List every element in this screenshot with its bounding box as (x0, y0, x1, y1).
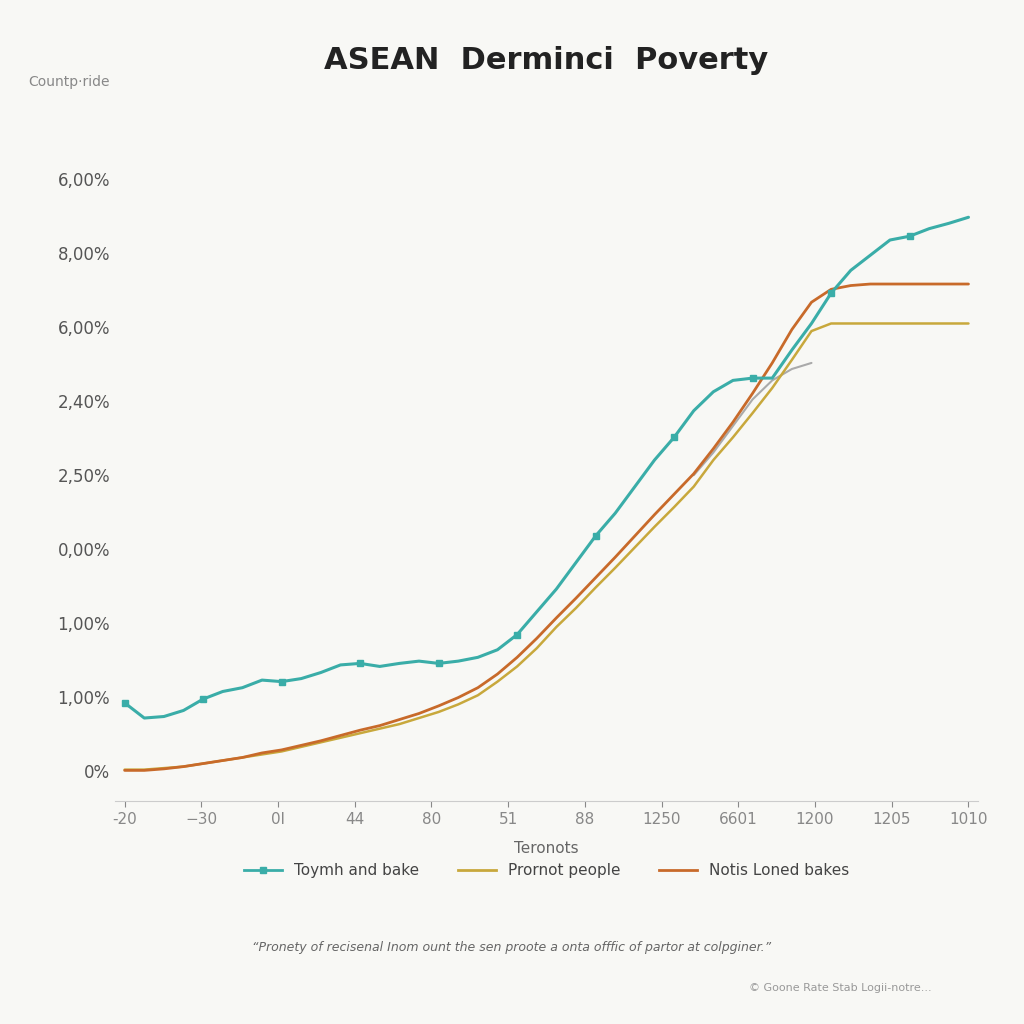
X-axis label: Teronots: Teronots (514, 841, 579, 856)
Title: ASEAN  Derminci  Poverty: ASEAN Derminci Poverty (325, 46, 769, 75)
Legend: Toymh and bake, Prornot people, Notis Loned bakes: Toymh and bake, Prornot people, Notis Lo… (238, 857, 855, 885)
Text: “Pronety of recisenal Inom ount the sen proote a onta offfic of partor at colpgi: “Pronety of recisenal Inom ount the sen … (253, 941, 771, 953)
Text: © Goone Rate Stab Logii-notre...: © Goone Rate Stab Logii-notre... (750, 983, 932, 993)
Text: Countp·ride: Countp·ride (29, 76, 110, 89)
